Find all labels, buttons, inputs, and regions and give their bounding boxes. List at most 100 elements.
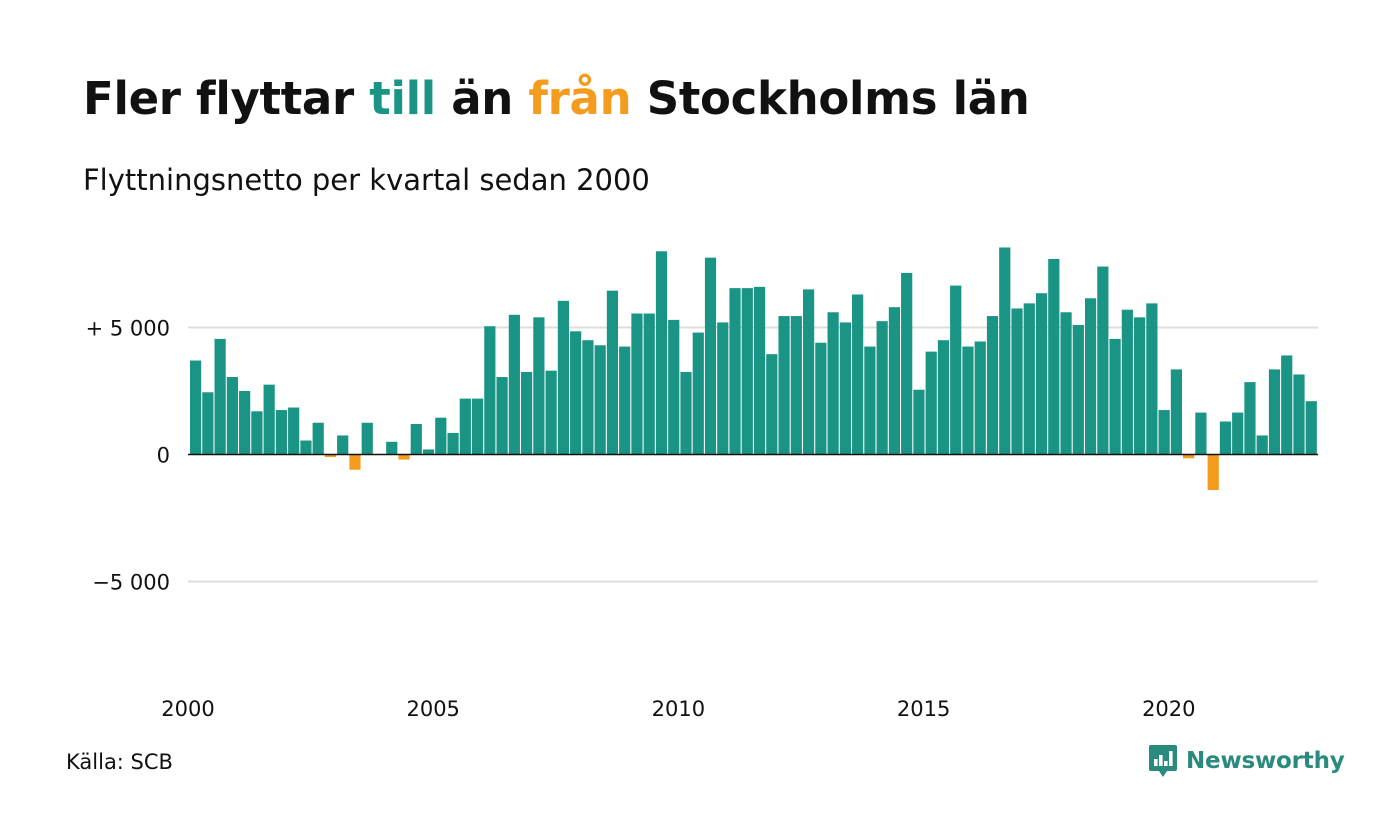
x-tick-label: 2000 xyxy=(161,697,214,721)
bar xyxy=(925,351,937,455)
title-part-3: Stockholms län xyxy=(631,72,1030,125)
y-tick-label: 0 xyxy=(157,444,170,468)
bar xyxy=(1183,454,1195,459)
bar xyxy=(704,257,717,455)
bar xyxy=(790,316,802,455)
bar xyxy=(999,247,1011,455)
bar xyxy=(459,398,471,455)
bar xyxy=(386,441,398,455)
bar xyxy=(202,392,214,455)
bar xyxy=(876,321,888,455)
bar xyxy=(190,360,202,455)
bar xyxy=(1158,410,1170,455)
bar xyxy=(1244,382,1256,455)
bar xyxy=(1023,303,1035,455)
bar xyxy=(239,391,251,455)
bar-chart: + 5 000 0 −5 000 2000 2005 2010 2015 2020 xyxy=(86,247,1318,721)
x-tick-label: 2010 xyxy=(652,697,705,721)
x-tick-label: 2005 xyxy=(406,697,459,721)
bar xyxy=(508,314,520,455)
bar xyxy=(1121,309,1133,455)
bar xyxy=(496,377,508,455)
bar xyxy=(1146,303,1158,455)
bar xyxy=(1084,298,1097,455)
bar xyxy=(950,285,962,455)
bar xyxy=(839,322,851,455)
bar xyxy=(533,317,545,455)
bar xyxy=(619,346,631,455)
chart-title: Fler flyttar till än från Stockholms län xyxy=(83,72,1030,125)
bar xyxy=(852,294,864,455)
bar xyxy=(680,371,692,455)
bar xyxy=(594,345,606,455)
x-tick-label: 2020 xyxy=(1142,697,1195,721)
bar xyxy=(214,338,226,455)
bar xyxy=(1305,401,1317,455)
title-part-1: Fler flyttar xyxy=(83,72,370,125)
bar-layer xyxy=(190,247,1317,491)
y-tick-label: + 5 000 xyxy=(86,317,170,341)
bar xyxy=(484,326,496,455)
bar xyxy=(288,407,300,455)
bar xyxy=(1035,293,1048,455)
y-tick-label: −5 000 xyxy=(92,571,170,595)
bar xyxy=(1170,369,1182,455)
bar xyxy=(557,300,569,455)
bar xyxy=(766,354,778,455)
bar xyxy=(1097,266,1109,455)
bar xyxy=(435,417,447,455)
bar xyxy=(803,289,815,455)
bar xyxy=(570,331,582,455)
title-highlight-till: till xyxy=(369,72,436,125)
bar xyxy=(300,440,312,455)
bar xyxy=(1109,338,1121,455)
bar xyxy=(1207,454,1219,491)
x-tick-label: 2015 xyxy=(897,697,950,721)
bar xyxy=(312,422,324,455)
bar xyxy=(545,370,557,455)
bar xyxy=(986,316,999,455)
axis-layer: + 5 000 0 −5 000 2000 2005 2010 2015 2020 xyxy=(86,317,1318,721)
bar xyxy=(643,313,655,455)
bar xyxy=(471,398,484,455)
bar xyxy=(1011,308,1023,455)
bar xyxy=(251,411,263,455)
bar xyxy=(349,454,361,470)
bar xyxy=(1134,317,1146,455)
bar xyxy=(226,377,238,455)
bar xyxy=(692,332,704,455)
bar xyxy=(606,290,619,455)
bar xyxy=(1072,324,1084,455)
brand-name: Newsworthy xyxy=(1186,748,1345,774)
bar xyxy=(521,371,533,455)
bar xyxy=(1048,258,1060,455)
bar xyxy=(901,272,913,455)
bar xyxy=(668,319,680,455)
bar xyxy=(962,346,974,455)
title-highlight-fran: från xyxy=(528,72,632,125)
newsworthy-logo-icon xyxy=(1148,744,1178,778)
bar xyxy=(1268,369,1281,455)
brand-logo[interactable]: Newsworthy xyxy=(1148,744,1345,778)
bar xyxy=(888,307,901,455)
bar xyxy=(275,410,288,455)
bar xyxy=(729,288,741,455)
bar xyxy=(1195,412,1207,455)
bar xyxy=(447,432,459,455)
bar xyxy=(655,251,668,455)
bar xyxy=(361,422,373,455)
bar xyxy=(717,322,729,455)
bar xyxy=(1256,435,1268,455)
bar xyxy=(753,286,766,455)
bar xyxy=(937,340,950,455)
bar xyxy=(913,389,925,455)
bar xyxy=(422,449,435,455)
bar xyxy=(864,346,876,455)
bar xyxy=(324,454,337,458)
source-note: Källa: SCB xyxy=(66,750,173,774)
bar xyxy=(741,288,753,455)
bar xyxy=(631,313,643,455)
bar xyxy=(815,342,827,455)
bar xyxy=(1060,312,1072,455)
bar xyxy=(974,341,986,455)
